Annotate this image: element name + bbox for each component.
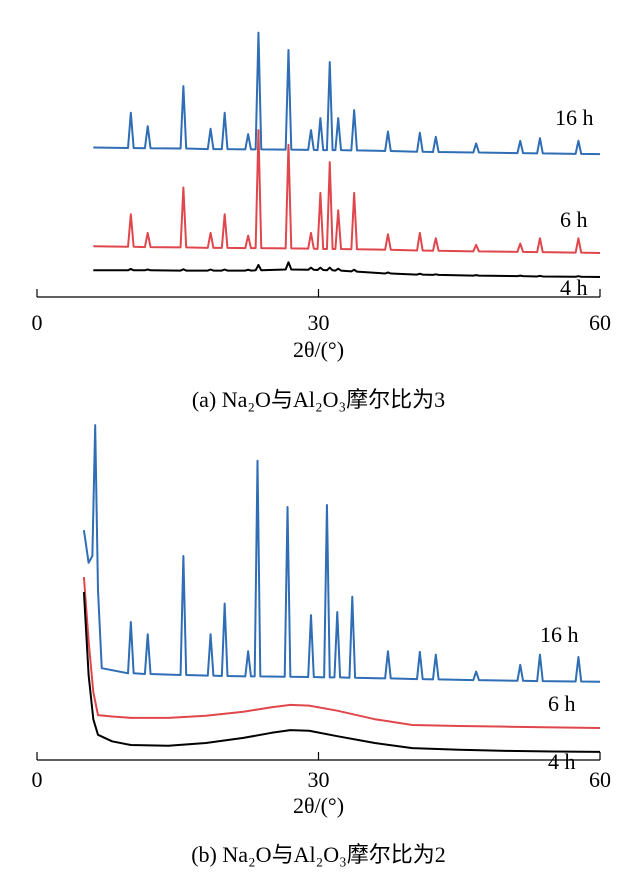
x-tick-label: 60 xyxy=(589,310,611,335)
xrd-line xyxy=(82,424,601,683)
x-tick-label: 60 xyxy=(589,767,611,792)
series-label: 16 h xyxy=(555,105,594,130)
series-label: 4 h xyxy=(560,275,588,300)
series-label: 6 h xyxy=(548,691,576,716)
x-tick-label: 30 xyxy=(308,310,330,335)
x-axis-label: 2θ/(°) xyxy=(293,793,344,818)
xrd-line xyxy=(93,129,601,254)
xrd-line xyxy=(82,577,601,730)
x-axis-label: 2θ/(°) xyxy=(293,337,344,362)
series-label: 6 h xyxy=(560,207,588,232)
xrd-line xyxy=(93,31,601,156)
xrd-line xyxy=(93,261,601,278)
series-label: 16 h xyxy=(540,622,579,647)
xrd-line xyxy=(82,591,601,753)
x-tick-label: 30 xyxy=(308,767,330,792)
caption: (b) Na₂O与Al₂O₃摩尔比为2 xyxy=(191,842,446,867)
caption: (a) Na₂O与Al₂O₃摩尔比为3 xyxy=(192,387,445,412)
x-tick-label: 0 xyxy=(32,767,43,792)
x-tick-label: 0 xyxy=(32,310,43,335)
series-label: 4 h xyxy=(548,749,576,774)
